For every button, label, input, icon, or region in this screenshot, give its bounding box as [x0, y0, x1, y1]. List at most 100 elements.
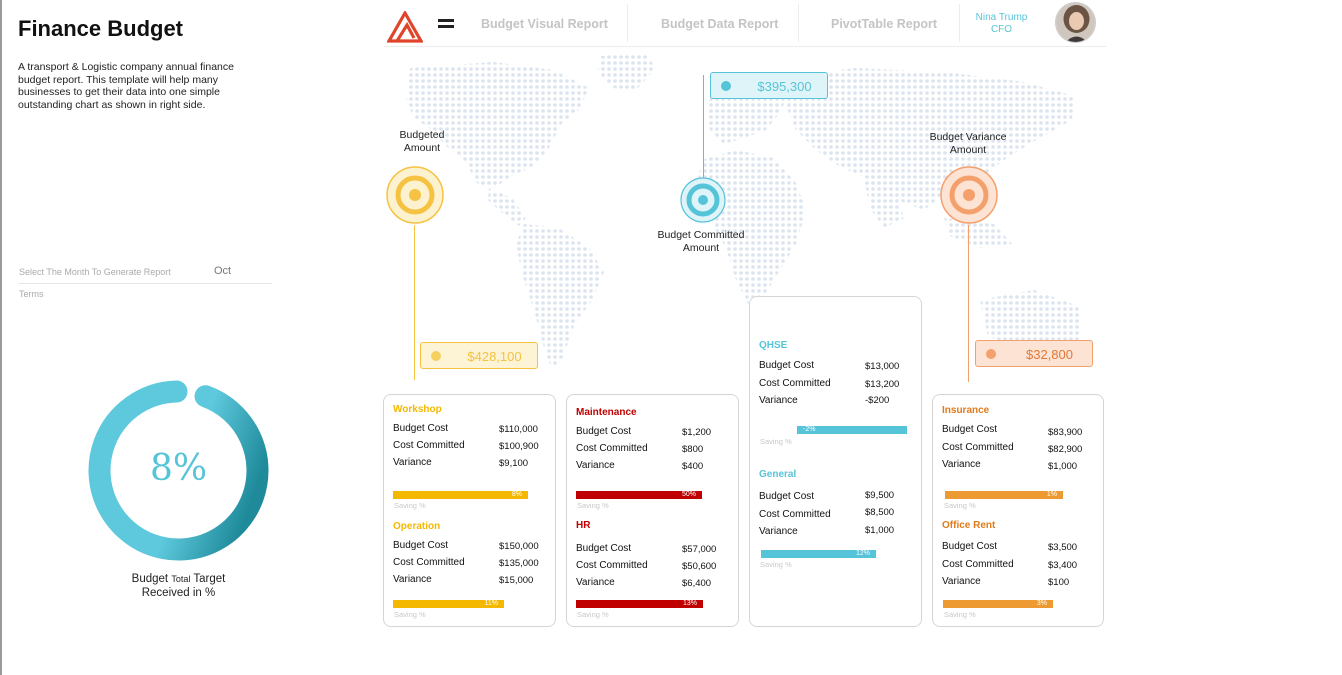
row-label: Cost Committed — [576, 560, 648, 571]
qhse-saving-bar: -2% — [797, 426, 907, 434]
row-label: Budget Cost — [393, 423, 449, 434]
saving-caption: Saving % — [577, 501, 609, 510]
variance-amount-box: $32,800 — [975, 340, 1093, 367]
general-saving-bar: 12% — [761, 550, 876, 558]
row-label: Cost Committed — [759, 378, 831, 389]
row-label: Variance — [576, 577, 615, 588]
terms-label: Terms — [19, 289, 44, 299]
ring-percent-text: 8% — [149, 448, 208, 489]
insurance-cost-committed: $82,900 — [1048, 444, 1083, 455]
tab-pivottable-report[interactable]: PivotTable Report — [831, 17, 938, 31]
row-label: Variance — [393, 574, 432, 585]
ring-progress-arc — [88, 380, 269, 561]
office-rent-saving-bar: 3% — [943, 600, 1053, 608]
committed-connector — [703, 75, 704, 179]
hr-variance: $6,400 — [682, 578, 712, 589]
budgeted-amount-box: $428,100 — [420, 342, 538, 369]
operation-budget-cost: $150,000 — [499, 541, 539, 552]
row-label: Budget Cost — [576, 543, 632, 554]
saving-caption: Saving % — [944, 610, 976, 619]
hr-saving-bar: 13% — [576, 600, 703, 608]
committed-amount-label: Budget Committed Amount — [657, 229, 745, 254]
ring-caption-prefix: Budget — [131, 573, 169, 585]
row-label: Cost Committed — [576, 443, 648, 454]
ring-caption-small: Total — [171, 574, 191, 584]
budgeted-connector — [414, 225, 415, 380]
ring-caption-line2: Received in % — [141, 587, 216, 599]
page-description: A transport & Logistic company annual fi… — [18, 61, 234, 111]
row-label: Budget Cost — [942, 424, 998, 435]
insurance-budget-cost: $83,900 — [1048, 427, 1083, 438]
row-label: Cost Committed — [942, 442, 1014, 453]
hr-cost-committed: $50,600 — [682, 561, 717, 572]
section-title-office-rent: Office Rent — [942, 520, 996, 531]
card-workshop-operation: Workshop Budget Cost $110,000 Cost Commi… — [383, 394, 556, 627]
row-label: Cost Committed — [393, 557, 465, 568]
budgeted-amount-value: $428,100 — [467, 349, 522, 364]
nav-divider — [798, 4, 799, 42]
insurance-saving-bar: 1% — [945, 491, 1063, 499]
month-select[interactable]: Oct — [214, 265, 232, 277]
saving-caption: Saving % — [577, 610, 609, 619]
budgeted-amount-label: Budgeted Amount — [399, 129, 445, 154]
ring-caption: Budget Total Target Received in % — [86, 572, 271, 600]
row-label: Variance — [576, 460, 615, 471]
row-label: Cost Committed — [393, 440, 465, 451]
section-title-operation: Operation — [393, 521, 441, 532]
section-title-workshop: Workshop — [393, 404, 442, 415]
nav-divider — [627, 4, 628, 42]
general-variance: $1,000 — [865, 525, 895, 536]
maintenance-budget-cost: $1,200 — [682, 427, 712, 438]
committed-amount-value: $395,300 — [757, 79, 812, 94]
ring-chart — [88, 380, 269, 561]
user-name: Nina Trump — [975, 12, 1028, 23]
row-label: Budget Cost — [759, 491, 815, 502]
triangle-logo-icon[interactable] — [387, 11, 423, 43]
saving-caption: Saving % — [944, 501, 976, 510]
row-label: Budget Cost — [942, 541, 998, 552]
maintenance-cost-committed: $800 — [682, 444, 704, 455]
hamburger-menu-icon[interactable] — [438, 19, 454, 28]
office-rent-variance: $100 — [1048, 577, 1070, 588]
user-role: CFO — [990, 24, 1013, 35]
card-maintenance-hr: Maintenance Budget Cost $1,200 Cost Comm… — [566, 394, 739, 627]
variance-target-icon — [940, 166, 998, 224]
row-label: Variance — [759, 395, 798, 406]
month-select-label: Select The Month To Generate Report — [19, 267, 171, 277]
row-label: Cost Committed — [942, 559, 1014, 570]
tab-budget-data-report[interactable]: Budget Data Report — [661, 17, 779, 31]
hr-budget-cost: $57,000 — [682, 544, 717, 555]
insurance-variance: $1,000 — [1048, 461, 1078, 472]
workshop-saving-bar: 8% — [393, 491, 528, 499]
office-rent-budget-cost: $3,500 — [1048, 542, 1078, 553]
row-label: Budget Cost — [393, 540, 449, 551]
budgeted-target-icon — [386, 166, 444, 224]
row-label: Budget Cost — [759, 360, 815, 371]
page-title: Finance Budget — [18, 16, 184, 41]
operation-cost-committed: $135,000 — [499, 558, 539, 569]
row-label: Variance — [759, 526, 798, 537]
section-title-hr: HR — [576, 520, 591, 531]
row-label: Variance — [942, 576, 981, 587]
saving-caption: Saving % — [760, 560, 792, 569]
month-divider — [18, 283, 272, 284]
card-qhse-general: QHSE Budget Cost $13,000 Cost Committed … — [749, 296, 922, 627]
row-label: Cost Committed — [759, 509, 831, 520]
maintenance-variance: $400 — [682, 461, 704, 472]
qhse-variance: -$200 — [865, 395, 890, 406]
budget-target-ring: 8% — [86, 378, 271, 563]
row-label: Variance — [393, 457, 432, 468]
tab-budget-visual-report[interactable]: Budget Visual Report — [481, 17, 608, 31]
general-budget-cost: $9,500 — [865, 490, 895, 501]
variance-amount-label: Budget Variance Amount — [929, 131, 1007, 156]
row-label: Variance — [942, 459, 981, 470]
workshop-cost-committed: $100,900 — [499, 441, 539, 452]
saving-caption: Saving % — [394, 610, 426, 619]
user-avatar[interactable] — [1055, 2, 1096, 43]
maintenance-saving-bar: 50% — [576, 491, 702, 499]
section-title-general: General — [759, 469, 797, 480]
section-title-maintenance: Maintenance — [576, 407, 637, 418]
workshop-variance: $9,100 — [499, 458, 529, 469]
variance-connector — [968, 225, 969, 382]
section-title-insurance: Insurance — [942, 405, 990, 416]
